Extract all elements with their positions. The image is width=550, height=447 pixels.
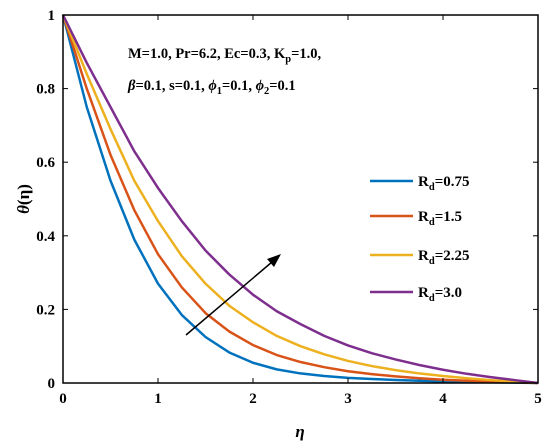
y-tick-label: 0.4 [36,229,55,245]
legend: Rd=0.75 Rd=1.5 Rd=2.25 Rd=3.0 [363,161,525,311]
legend-entry-rd-0.75: Rd=0.75 [370,174,470,193]
legend-box [363,161,525,311]
annotation-2-b3: =0.1 [269,78,295,94]
parameter-annotation-line-2: β=0.1, s=0.1, ϕ1=0.1, ϕ2=0.1 [127,78,296,97]
x-tick-label: 2 [249,391,257,407]
annotation-1-a: M=1.0, Pr=6.2, Ec=0.3, K [128,46,286,62]
annotation-2-b2: =0.1, [222,78,256,94]
legend-label-rd-2.25: Rd=2.25 [418,248,470,267]
y-tick-label: 0.2 [36,302,55,318]
ticks-layer: 0 1 2 3 4 5 0 0.2 0.4 0.6 0.8 1 [36,8,542,407]
legend-entry-rd-2.25: Rd=2.25 [370,248,470,267]
x-tick-label: 4 [439,391,447,407]
x-tick-label: 5 [534,391,542,407]
legend-label-rd-0.75: Rd=0.75 [418,174,470,193]
annotation-2-beta: β [127,78,136,94]
x-tick-label: 0 [59,391,67,407]
y-tick-label: 1 [48,8,56,24]
legend-label-rd-3.0: Rd=3.0 [418,285,462,304]
series-line-0 [61,14,539,385]
y-axis-label-arg: (η) [14,184,33,205]
annotation-2-phi2: ϕ [256,78,264,94]
annotation-2-b1: =0.1, s=0.1, [135,78,208,94]
y-tick-label: 0 [48,376,56,392]
x-tick-label: 1 [154,391,162,407]
y-axis-label: θ(η) [14,184,33,214]
series-layer [61,14,539,385]
annotation-2-phi1: ϕ [208,78,216,94]
annotation-2-phi1-sub: 1 [217,86,222,97]
legend-entry-rd-1.5: Rd=1.5 [370,209,462,228]
annotation-1-sub: p [285,54,291,65]
y-tick-label: 0.6 [36,155,55,171]
y-axis-label-main: θ [14,205,33,214]
series-line-1 [61,14,539,385]
parameter-annotation-line-1: M=1.0, Pr=6.2, Ec=0.3, Kp=1.0, [128,46,322,65]
x-tick-label: 3 [344,391,352,407]
trend-arrow [185,254,281,336]
series-line-2 [61,14,539,385]
annotation-2-phi2-sub: 2 [264,86,269,97]
plot-frame [62,14,539,384]
series-line-3 [61,14,539,385]
y-tick-label: 0.8 [36,82,55,98]
legend-label-rd-1.5: Rd=1.5 [418,209,462,228]
legend-entry-rd-3.0: Rd=3.0 [370,285,462,304]
annotation-1-b: =1.0, [291,46,321,62]
x-axis-label: η [295,422,304,441]
